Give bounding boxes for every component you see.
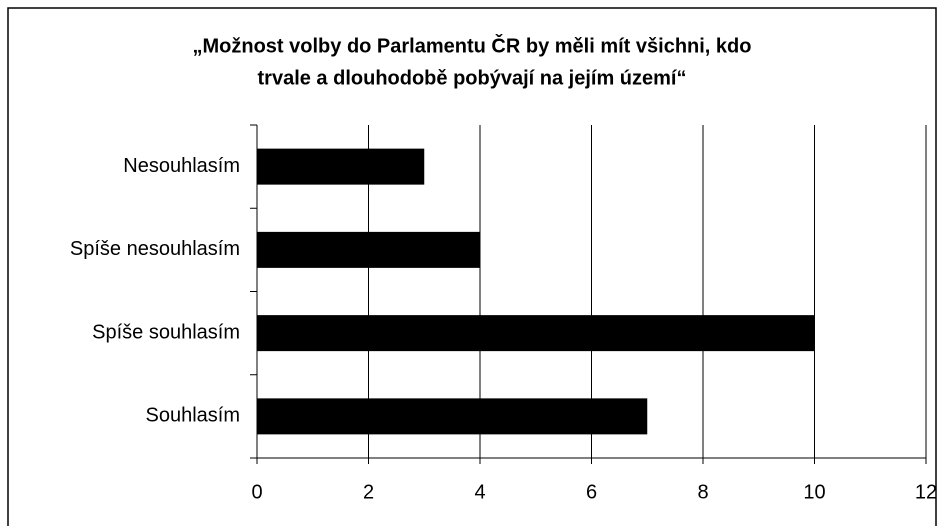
chart-title: „Možnost volby do Parlamentu ČR by měli … bbox=[193, 33, 752, 57]
y-tick-label: Spíše nesouhlasím bbox=[70, 238, 240, 260]
x-tick-label: 10 bbox=[803, 481, 825, 503]
y-tick-label: Nesouhlasím bbox=[123, 155, 240, 177]
bar bbox=[257, 398, 648, 435]
x-tick-label: 4 bbox=[474, 481, 485, 503]
bar bbox=[257, 231, 480, 268]
bar bbox=[257, 315, 815, 352]
x-tick-label: 6 bbox=[586, 481, 597, 503]
y-tick-label: Souhlasím bbox=[146, 405, 241, 427]
x-tick-label: 2 bbox=[363, 481, 374, 503]
x-tick-label: 12 bbox=[915, 481, 937, 503]
y-tick-label: Spíše souhlasím bbox=[92, 321, 240, 343]
x-tick-label: 8 bbox=[697, 481, 708, 503]
bar bbox=[257, 148, 425, 185]
chart-title: trvale a dlouhodobě pobývají na jejím úz… bbox=[258, 67, 687, 89]
x-tick-label: 0 bbox=[251, 481, 262, 503]
